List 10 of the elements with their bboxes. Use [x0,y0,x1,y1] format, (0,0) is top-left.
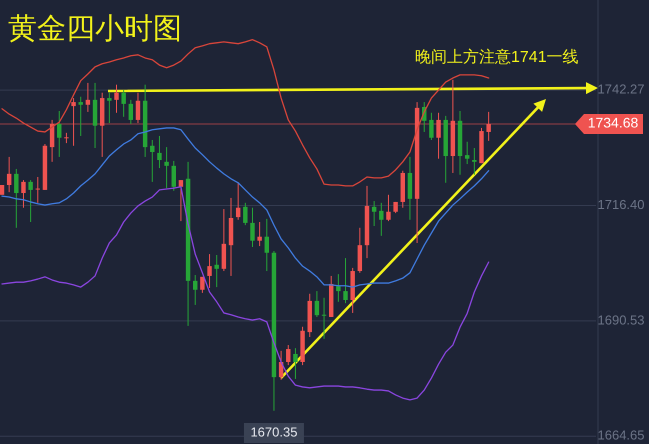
ref-line-label: 1734.68 [588,114,639,131]
annotation: 晚间上方注意1741一线 [415,49,579,66]
annotation: 1670.35 [244,423,304,443]
title: 黄金四小时图 [8,11,182,45]
ytick: 1716.40 [598,196,644,212]
ytick: 1664.65 [598,428,644,443]
ytick: 1742.27 [598,82,644,97]
annotation: 1670.35 [250,424,298,440]
ref-label: 1734.68 [575,114,643,134]
ytick: 1690.53 [598,312,644,328]
